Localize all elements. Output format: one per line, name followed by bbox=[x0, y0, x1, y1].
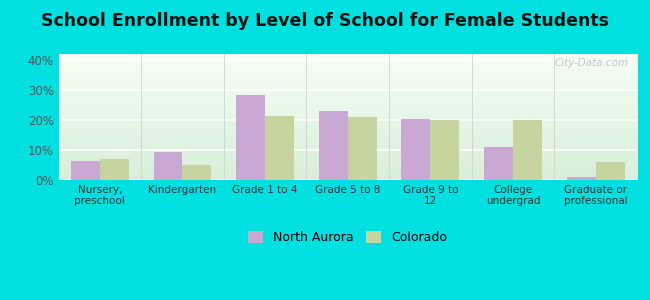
Bar bbox=[595, 162, 625, 180]
Bar bbox=[513, 120, 542, 180]
Text: School Enrollment by Level of School for Female Students: School Enrollment by Level of School for… bbox=[41, 12, 609, 30]
Text: City-Data.com: City-Data.com bbox=[554, 58, 629, 68]
Bar bbox=[71, 160, 100, 180]
Bar bbox=[402, 118, 430, 180]
Bar bbox=[484, 147, 513, 180]
Bar bbox=[348, 117, 377, 180]
Bar bbox=[318, 111, 348, 180]
Bar bbox=[183, 165, 211, 180]
Bar bbox=[236, 94, 265, 180]
Bar bbox=[100, 159, 129, 180]
Bar bbox=[567, 177, 595, 180]
Bar bbox=[265, 116, 294, 180]
Bar bbox=[153, 152, 183, 180]
Bar bbox=[430, 120, 460, 180]
Legend: North Aurora, Colorado: North Aurora, Colorado bbox=[243, 226, 452, 249]
